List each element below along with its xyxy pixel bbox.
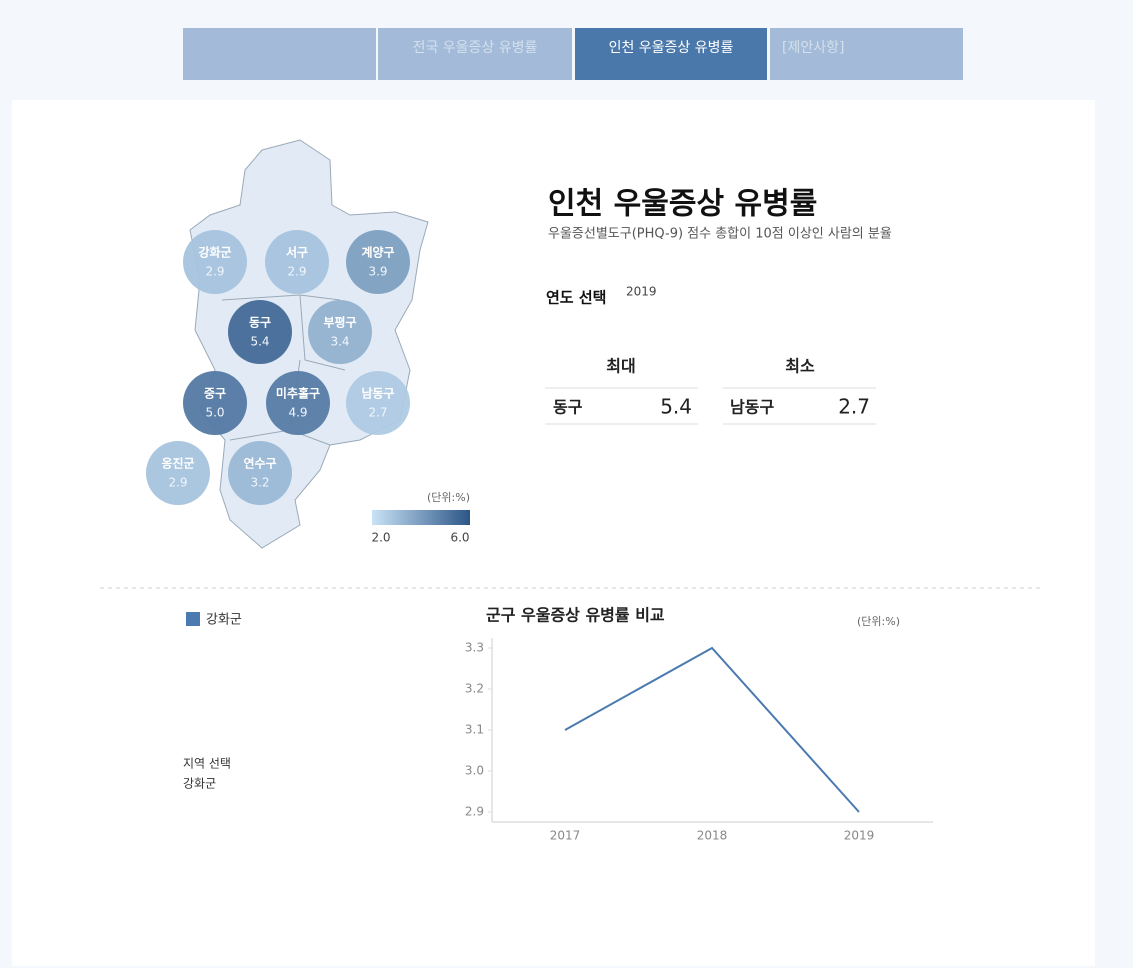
- nav-blank: [183, 28, 376, 80]
- district-name: 중구: [204, 387, 226, 401]
- district-value: 2.9: [168, 476, 187, 490]
- district-value: 3.9: [368, 265, 387, 279]
- legend-label: 강화군: [206, 613, 242, 628]
- line-chart: 2.9 3.0 3.1 3.2 3.3 2017 2018 2019 강화군: [186, 612, 874, 843]
- page-subtitle: 우울증선별도구(PHQ-9) 점수 총합이 10점 이상인 사람의 분율: [548, 227, 892, 242]
- y-tick-label: 3.3: [465, 641, 484, 655]
- district-value: 2.9: [287, 265, 306, 279]
- district-bubble[interactable]: [228, 300, 292, 364]
- chart-unit: (단위:%): [857, 615, 900, 628]
- district-name: 부평구: [323, 316, 356, 330]
- min-value: 2.7: [838, 395, 870, 419]
- nav-tab-label[interactable]: [제안사항]: [782, 40, 844, 56]
- max-name: 동구: [553, 398, 583, 417]
- legend-swatch: [186, 612, 200, 626]
- district-name: 서구: [286, 245, 308, 260]
- year-label: 연도 선택: [546, 289, 606, 307]
- district-value: 4.9: [288, 406, 307, 420]
- map-unit: (단위:%): [427, 491, 470, 504]
- district-name: 연수구: [243, 456, 276, 471]
- nav-tab[interactable]: [378, 28, 572, 80]
- min-label: 최소: [785, 357, 815, 376]
- y-tick-label: 3.1: [465, 723, 484, 737]
- district-name: 미추홀구: [276, 386, 320, 401]
- color-scale: [372, 510, 470, 525]
- district-bubble[interactable]: [146, 441, 210, 505]
- district-name: 남동구: [361, 386, 394, 401]
- x-tick-label: 2019: [844, 829, 875, 843]
- map-bubbles: 강화군 2.9 서구 2.9 계양구 3.9 동구 5.4 부평구 3.4 중구 5.0 미추홀구 4.9…: [146, 230, 410, 505]
- max-value: 5.4: [660, 395, 692, 419]
- scale-max: 6.0: [450, 531, 469, 545]
- district-value: 2.9: [205, 265, 224, 279]
- y-tick-label: 2.9: [465, 805, 484, 819]
- nav-tab[interactable]: [770, 28, 963, 80]
- y-tick-label: 3.2: [465, 682, 484, 696]
- nav-tab-label[interactable]: 전국 우울증상 유병률: [413, 40, 538, 56]
- district-name: 동구: [249, 316, 271, 330]
- page-title: 인천 우울증상 유병률: [548, 187, 817, 222]
- series-line: [564, 646, 860, 813]
- district-bubble[interactable]: [183, 230, 247, 294]
- district-value: 2.7: [368, 406, 387, 420]
- district-name: 강화군: [198, 245, 231, 260]
- district-bubble[interactable]: [228, 441, 292, 505]
- nav-tab[interactable]: [575, 28, 767, 80]
- min-name: 남동구: [730, 398, 774, 417]
- district-bubble[interactable]: [308, 300, 372, 364]
- region-value[interactable]: 강화군: [183, 777, 216, 791]
- scale-min: 2.0: [371, 531, 390, 545]
- region-label: 지역 선택: [183, 757, 231, 771]
- chart-title: 군구 우울증상 유병률 비교: [486, 606, 665, 625]
- y-tick-label: 3.0: [465, 764, 484, 778]
- district-value: 5.4: [250, 335, 269, 349]
- district-value: 3.4: [330, 335, 349, 349]
- year-value[interactable]: 2019: [626, 285, 657, 299]
- district-bubble[interactable]: [266, 371, 330, 435]
- district-name: 옹진군: [161, 456, 194, 471]
- district-bubble[interactable]: [346, 371, 410, 435]
- nav-bar: 전국 우울증상 유병률 인천 우울증상 유병률 [제안사항]: [378, 28, 963, 80]
- district-value: 5.0: [205, 406, 224, 420]
- district-bubble[interactable]: [265, 230, 329, 294]
- nav-tab-label[interactable]: 인천 우울증상 유병률: [609, 40, 734, 56]
- district-bubble[interactable]: [183, 371, 247, 435]
- district-name: 계양구: [361, 245, 394, 260]
- x-tick-label: 2017: [550, 829, 581, 843]
- district-value: 3.2: [250, 476, 269, 490]
- district-bubble[interactable]: [346, 230, 410, 294]
- map-borders: [221, 294, 346, 446]
- max-label: 최대: [606, 357, 635, 376]
- x-tick-label: 2018: [697, 829, 728, 843]
